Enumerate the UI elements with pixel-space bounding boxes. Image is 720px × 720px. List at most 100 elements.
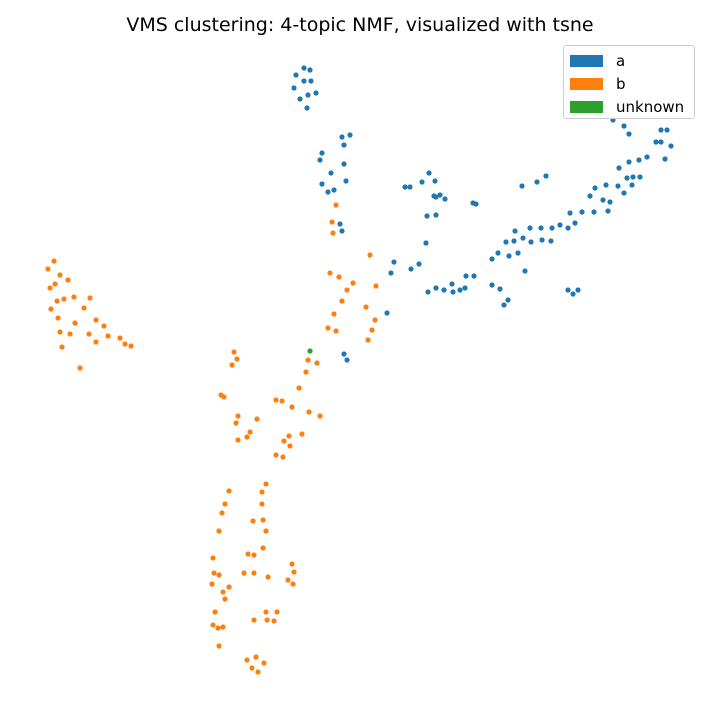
data-point-b-72 <box>222 501 228 507</box>
data-point-a-102 <box>626 131 632 137</box>
data-point-a-77 <box>587 193 593 199</box>
data-point-b-59 <box>254 416 260 422</box>
data-point-b-14 <box>72 320 78 326</box>
data-point-a-62 <box>511 238 517 244</box>
data-point-b-88 <box>251 570 257 576</box>
data-point-b-65 <box>299 431 305 437</box>
data-point-a-9 <box>304 105 310 111</box>
data-point-b-32 <box>350 280 356 286</box>
data-point-a-49 <box>457 287 463 293</box>
data-point-b-4 <box>65 277 71 283</box>
data-point-a-29 <box>437 192 443 198</box>
data-point-b-105 <box>216 643 222 649</box>
data-point-b-47 <box>314 360 320 366</box>
data-point-a-79 <box>592 185 598 191</box>
data-point-a-1 <box>307 67 313 73</box>
data-point-a-92 <box>637 174 643 180</box>
data-point-a-70 <box>549 225 555 231</box>
data-point-a-85 <box>616 165 622 171</box>
data-point-b-17 <box>86 331 92 337</box>
legend-label-a: a <box>616 52 626 70</box>
data-point-b-49 <box>296 385 302 391</box>
data-point-a-13 <box>319 150 325 156</box>
data-point-b-80 <box>245 551 251 557</box>
data-point-b-36 <box>363 304 369 310</box>
data-point-a-94 <box>653 139 659 145</box>
data-point-b-19 <box>105 333 111 339</box>
data-point-b-48 <box>303 369 309 375</box>
data-point-b-109 <box>249 665 255 671</box>
data-point-a-91 <box>636 157 642 163</box>
data-point-b-96 <box>212 609 218 615</box>
points-layer <box>45 65 674 675</box>
data-point-a-63 <box>515 250 521 256</box>
data-point-b-34 <box>373 283 379 289</box>
data-point-a-74 <box>567 210 573 216</box>
data-point-a-90 <box>630 174 636 180</box>
data-point-a-59 <box>503 239 509 245</box>
data-point-b-28 <box>330 230 336 236</box>
data-point-a-67 <box>528 239 534 245</box>
data-point-b-93 <box>226 584 232 590</box>
data-point-b-99 <box>251 617 257 623</box>
data-point-a-103 <box>565 287 571 293</box>
data-point-b-63 <box>286 433 292 439</box>
data-point-a-82 <box>607 199 613 205</box>
data-point-b-41 <box>369 327 375 333</box>
data-point-a-20 <box>331 187 337 193</box>
data-point-a-41 <box>384 310 390 316</box>
data-point-b-74 <box>219 510 225 516</box>
data-point-a-60 <box>506 253 512 259</box>
data-point-a-6 <box>313 90 319 96</box>
data-point-a-53 <box>489 282 495 288</box>
legend-swatch-unknown <box>570 101 603 113</box>
data-point-a-11 <box>347 132 353 138</box>
data-point-b-94 <box>220 589 226 595</box>
data-point-a-104 <box>570 291 576 297</box>
data-point-b-62 <box>235 437 241 443</box>
data-point-b-13 <box>93 317 99 323</box>
data-point-b-52 <box>273 397 279 403</box>
data-point-b-95 <box>222 596 228 602</box>
data-point-b-104 <box>220 624 226 630</box>
data-point-a-65 <box>520 235 526 241</box>
data-point-a-44 <box>425 289 431 295</box>
data-point-b-76 <box>260 517 266 523</box>
data-point-a-78 <box>591 209 597 215</box>
data-point-a-75 <box>572 220 578 226</box>
data-point-b-89 <box>265 574 271 580</box>
data-point-b-10 <box>48 306 54 312</box>
data-point-b-6 <box>54 298 60 304</box>
data-point-b-77 <box>263 528 269 534</box>
data-point-b-102 <box>210 622 216 628</box>
data-point-a-0 <box>301 65 307 71</box>
data-point-b-84 <box>211 570 217 576</box>
data-point-b-30 <box>327 270 333 276</box>
data-point-b-70 <box>226 488 232 494</box>
data-point-a-80 <box>600 197 606 203</box>
data-point-a-30 <box>442 196 448 202</box>
data-point-a-45 <box>433 285 439 291</box>
data-point-b-81 <box>251 552 257 558</box>
data-point-a-96 <box>658 139 664 145</box>
data-point-a-16 <box>328 170 334 176</box>
data-point-b-82 <box>210 555 216 561</box>
data-point-a-83 <box>605 208 611 214</box>
data-point-b-45 <box>229 362 235 368</box>
data-point-a-56 <box>505 297 511 303</box>
data-point-a-88 <box>626 159 632 165</box>
data-point-a-5 <box>291 85 297 91</box>
data-point-b-106 <box>244 657 250 663</box>
data-point-b-35 <box>339 298 345 304</box>
data-point-b-33 <box>344 287 350 293</box>
data-point-a-26 <box>426 170 432 176</box>
data-point-b-86 <box>291 569 297 575</box>
legend-swatch-b <box>570 78 603 90</box>
data-point-a-38 <box>391 259 397 265</box>
data-point-b-40 <box>333 328 339 334</box>
data-point-b-57 <box>235 413 241 419</box>
data-point-b-24 <box>59 344 65 350</box>
legend: a b unknown <box>563 45 695 119</box>
data-point-b-85 <box>216 572 222 578</box>
data-point-a-72 <box>557 222 563 228</box>
